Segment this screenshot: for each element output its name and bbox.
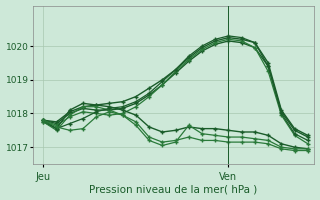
X-axis label: Pression niveau de la mer( hPa ): Pression niveau de la mer( hPa ) [90,184,258,194]
